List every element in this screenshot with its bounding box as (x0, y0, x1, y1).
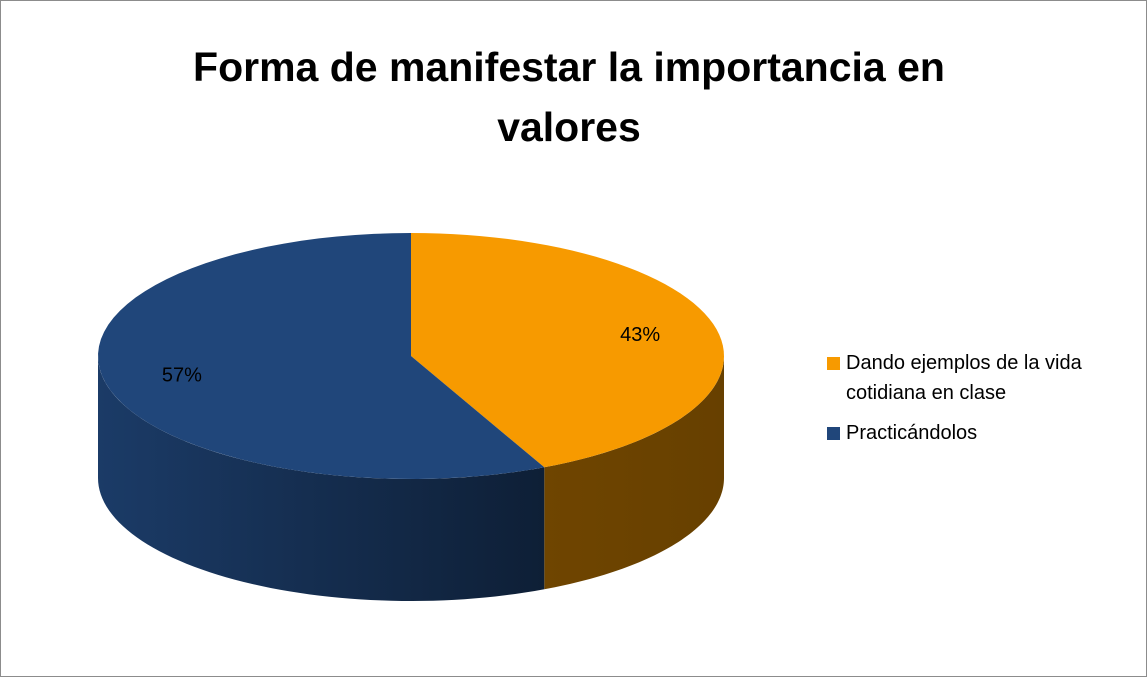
slice-side (98, 356, 545, 601)
legend: Dando ejemplos de la vida cotidiana en c… (827, 348, 1127, 458)
slice (411, 233, 724, 468)
legend-swatch (827, 427, 840, 440)
data-label: 43% (620, 324, 660, 346)
legend-label: Dando ejemplos de la vida cotidiana en c… (846, 352, 1082, 404)
data-label: 57% (162, 364, 202, 386)
slice (98, 233, 545, 479)
chart-title: Forma de manifestar la importancia en va… (193, 44, 945, 150)
legend-item: Practicándolos (827, 418, 1127, 448)
legend-item: Dando ejemplos de la vida cotidiana en c… (827, 348, 1127, 408)
legend-label: Practicándolos (846, 422, 978, 444)
legend-swatch (827, 357, 840, 370)
slice-side (544, 356, 724, 590)
